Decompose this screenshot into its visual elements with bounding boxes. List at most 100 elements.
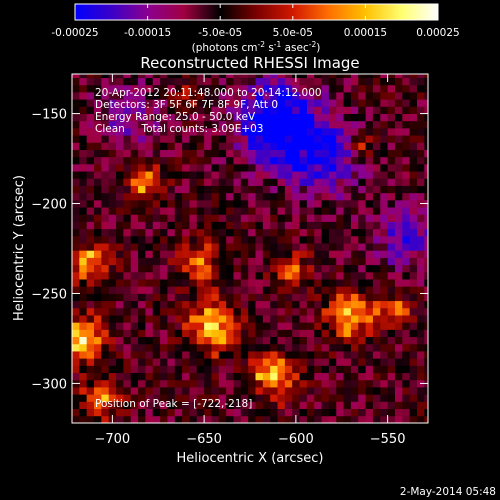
heatmap-cell [336,243,344,251]
heatmap-cell [94,401,102,410]
heatmap-cell [299,185,308,194]
heatmap-cell [152,336,161,345]
heatmap-cell [306,228,315,237]
heatmap-cell [204,365,212,374]
heatmap-cell [358,171,367,179]
heatmap-cell [123,372,132,381]
heatmap-cell [270,243,278,251]
heatmap-cell [402,84,411,93]
heatmap-cell [372,149,381,158]
heatmap-cell [240,315,249,323]
heatmap-cell [86,293,95,302]
heatmap-cell [160,286,168,294]
heatmap-cell [226,315,234,323]
heatmap-cell [218,214,227,222]
heatmap-cell [365,264,374,273]
heatmap-cell [350,343,359,352]
heatmap-cell [350,264,359,273]
heatmap-cell [233,250,242,258]
heatmap-cell [350,106,359,114]
heatmap-cell [204,149,212,158]
heatmap-cell [123,387,132,395]
heatmap-cell [123,343,132,352]
heatmap-cell [314,329,322,338]
heatmap-cell [402,178,411,186]
heatmap-cell [365,387,374,395]
heatmap-cell [277,387,286,395]
heatmap-cell [189,163,198,172]
heatmap-cell [174,99,183,107]
heatmap-cell [336,257,344,266]
footer-timestamp: 2-May-2014 05:48 [400,486,496,498]
heatmap-cell [292,135,300,143]
heatmap-cell [416,156,425,165]
heatmap-cell [248,415,256,423]
heatmap-cell [189,199,198,208]
heatmap-cell [328,235,337,244]
heatmap-cell [306,135,315,143]
heatmap-cell [94,149,102,158]
heatmap-cell [218,322,227,330]
heatmap-cell [248,351,256,359]
heatmap-cell [409,178,418,186]
heatmap-cell [343,135,352,143]
heatmap-cell [182,365,190,374]
heatmap-cell [372,415,381,423]
heatmap-cell [336,185,344,194]
heatmap-cell [204,379,212,388]
heatmap-cell [182,178,190,186]
heatmap-cell [321,77,330,86]
heatmap-cell [108,336,117,345]
heatmap-cell [255,329,264,338]
annotation-energy-range: Energy Range: 25.0 - 50.0 keV [95,111,256,123]
heatmap-cell [365,221,374,230]
heatmap-cell [226,127,234,136]
heatmap-cell [130,235,139,244]
heatmap-cell [343,214,352,222]
heatmap-cell [130,387,139,395]
heatmap-cell [372,293,381,302]
heatmap-cell [226,77,234,86]
heatmap-cell [101,394,110,402]
heatmap-cell [248,235,256,244]
heatmap-cell [174,163,183,172]
heatmap-cell [380,401,389,410]
heatmap-cell [270,401,278,410]
heatmap-cell [284,394,293,402]
heatmap-cell [262,300,271,309]
heatmap-cell [284,156,293,165]
heatmap-cell [343,279,352,287]
heatmap-cell [86,307,95,316]
heatmap-cell [108,293,117,302]
heatmap-cell [167,336,176,345]
heatmap-cell [358,271,367,280]
heatmap-cell [306,192,315,201]
heatmap-cell [270,74,278,78]
heatmap-cell [365,351,374,359]
heatmap-cell [262,379,271,388]
heatmap-cell [108,322,117,330]
heatmap-cell [336,106,344,114]
heatmap-cell [343,293,352,302]
heatmap-cell [145,106,154,114]
heatmap-cell [86,84,95,93]
heatmap-cell [138,84,146,93]
heatmap-cell [314,358,322,366]
heatmap-cell [218,307,227,316]
heatmap-cell [160,84,168,93]
heatmap-cell [211,142,220,150]
heatmap-cell [336,379,344,388]
heatmap-cell [233,99,242,107]
heatmap-cell [409,156,418,165]
heatmap-cell [409,322,418,330]
heatmap-cell [358,99,367,107]
heatmap-cell [394,264,403,273]
heatmap-cell [86,379,95,388]
heatmap-cell [79,106,88,114]
heatmap-cell [306,336,315,345]
heatmap-cell [262,99,271,107]
heatmap-cell [189,271,198,280]
heatmap-cell [314,199,322,208]
heatmap-cell [248,142,256,150]
heatmap-cell [196,199,205,208]
